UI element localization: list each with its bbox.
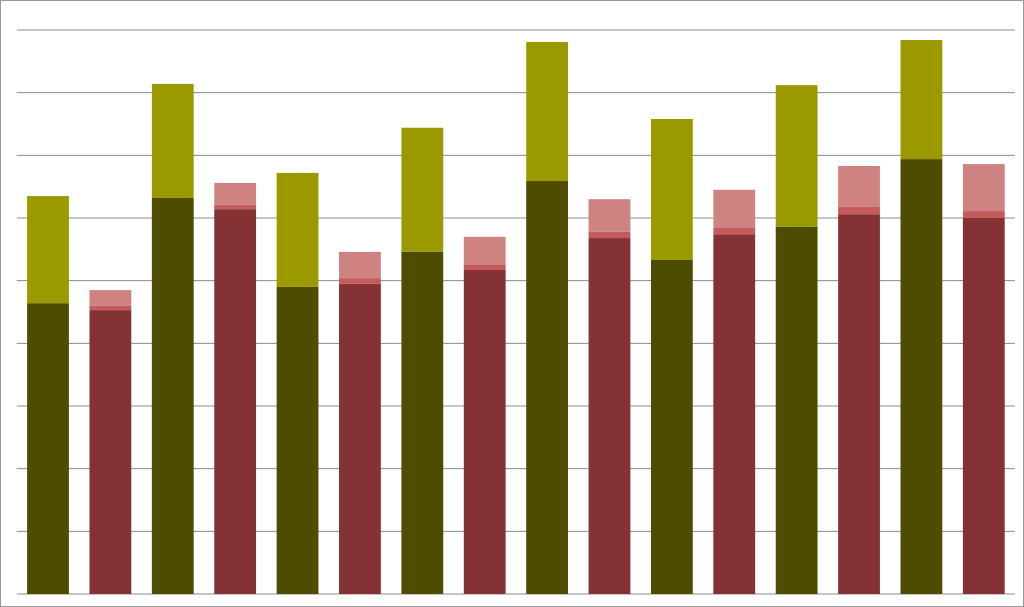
bar-segment xyxy=(89,310,132,594)
bar-segment xyxy=(838,165,880,207)
bar-segment xyxy=(339,251,381,279)
bar-segment xyxy=(339,283,381,594)
bar-segment xyxy=(900,40,943,160)
bar-segment xyxy=(151,83,194,198)
bar-segment xyxy=(276,286,319,594)
bar-segment xyxy=(588,231,631,239)
bar-segment xyxy=(962,211,1005,218)
bar-segment xyxy=(588,199,631,232)
bar-segment xyxy=(775,226,818,595)
bar-segment xyxy=(401,127,444,252)
bar-segment xyxy=(463,265,506,271)
bar-segment xyxy=(27,303,69,594)
bar-segment xyxy=(463,236,506,265)
bar-segment xyxy=(401,251,444,594)
bar-segment xyxy=(838,214,880,595)
bar-segment xyxy=(962,218,1005,594)
bar-segment xyxy=(463,270,506,594)
bar-segment xyxy=(214,182,257,205)
bar-segment xyxy=(900,159,943,595)
bar-segment xyxy=(27,196,69,304)
bar-segment xyxy=(650,259,693,594)
bar-segment xyxy=(775,85,818,227)
bar-segment xyxy=(650,118,693,260)
bar-segment xyxy=(713,234,756,594)
bar-segment xyxy=(89,290,132,306)
bar-segment xyxy=(276,172,319,287)
bar-segment xyxy=(713,228,756,235)
bar-segment xyxy=(214,209,257,594)
bar-segment xyxy=(838,206,880,215)
bar-segment xyxy=(151,197,194,595)
bar-segment xyxy=(526,41,568,182)
bar-segment xyxy=(339,278,381,284)
bar-segment xyxy=(89,305,132,311)
bar-segment xyxy=(526,181,568,594)
bar-segment xyxy=(588,238,631,594)
bar-segment xyxy=(713,189,756,229)
bar-segment xyxy=(962,164,1005,212)
bar-segment xyxy=(214,204,257,210)
